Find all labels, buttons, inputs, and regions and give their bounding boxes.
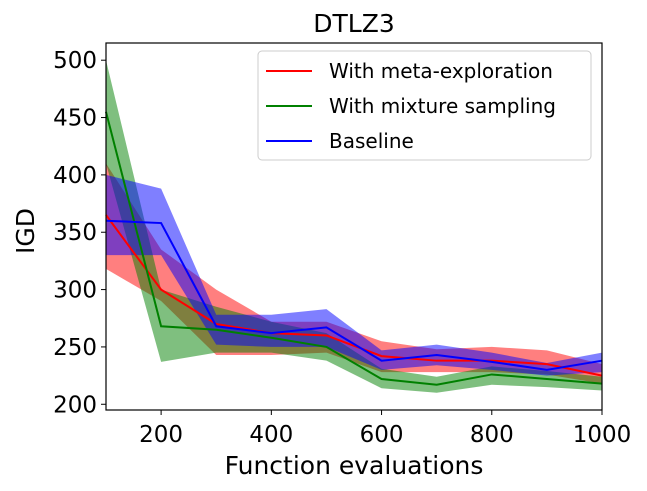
x-tick-label: 600 (360, 422, 404, 448)
y-tick-label: 350 (53, 220, 97, 246)
y-tick-label: 200 (53, 392, 97, 418)
axis-ticks: 200 400 600 800 1000 200 250 300 350 400 450 500 (53, 48, 631, 448)
x-tick-label: 800 (470, 422, 514, 448)
y-tick-label: 250 (53, 335, 97, 361)
with-mixture-sampling-line (105, 111, 603, 386)
y-tick-label: 450 (53, 106, 97, 132)
x-tick-label: 1000 (573, 422, 632, 448)
baseline-line (105, 219, 603, 371)
y-tick-label: 300 (53, 278, 97, 304)
legend-label-baseline: Baseline (329, 129, 414, 153)
x-tick-label: 400 (249, 422, 293, 448)
legend-label-with-mixture-sampling: With mixture sampling (329, 94, 556, 118)
x-axis-label: Function evaluations (225, 451, 484, 480)
with-meta-exploration-line (105, 214, 603, 377)
chart-title: DTLZ3 (313, 9, 394, 38)
legend-box (257, 50, 592, 161)
y-tick-label: 500 (53, 48, 97, 74)
y-tick-label: 400 (53, 163, 97, 189)
y-axis-label: IGD (11, 208, 40, 254)
series-lines (105, 111, 603, 386)
x-tick-label: 200 (139, 422, 183, 448)
legend-label-with-meta-exploration: With meta-exploration (329, 59, 553, 83)
legend: With meta-exploration With mixture sampli… (257, 50, 592, 161)
plot-frame (105, 42, 603, 411)
